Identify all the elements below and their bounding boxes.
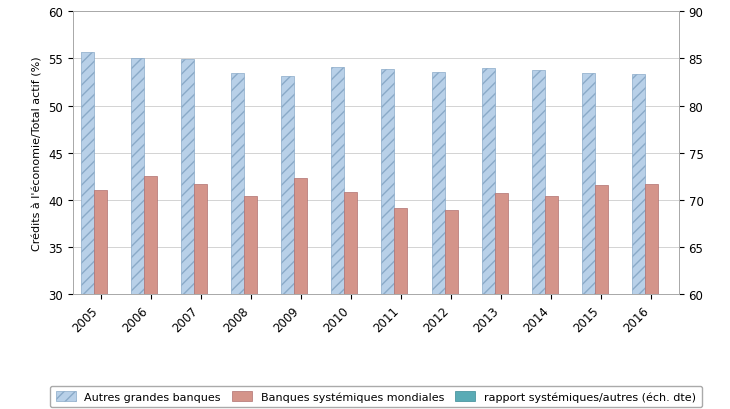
Bar [94, 191, 107, 409]
Bar [131, 59, 144, 409]
Bar [394, 209, 407, 409]
Bar [445, 211, 458, 409]
Bar [382, 70, 394, 409]
Bar [307, 392, 320, 409]
Bar [281, 77, 294, 409]
Bar [531, 71, 545, 409]
Bar [144, 177, 157, 409]
Legend: Autres grandes banques, Banques systémiques mondiales, rapport systémiques/autre: Autres grandes banques, Banques systémiq… [50, 386, 702, 407]
Bar [331, 68, 345, 409]
Bar [245, 197, 257, 409]
Bar [495, 194, 507, 409]
Bar [645, 184, 658, 409]
Bar [431, 72, 445, 409]
Bar [595, 185, 608, 409]
Bar [231, 73, 245, 409]
Bar [294, 179, 307, 409]
Bar [345, 193, 358, 409]
Bar [194, 184, 207, 409]
Y-axis label: Crédits à l'économie/Total actif (%): Crédits à l'économie/Total actif (%) [33, 56, 43, 250]
Bar [658, 407, 671, 409]
Bar [545, 197, 558, 409]
Bar [181, 60, 194, 409]
Bar [582, 73, 595, 409]
Bar [632, 74, 645, 409]
Bar [482, 69, 495, 409]
Bar [81, 53, 94, 409]
